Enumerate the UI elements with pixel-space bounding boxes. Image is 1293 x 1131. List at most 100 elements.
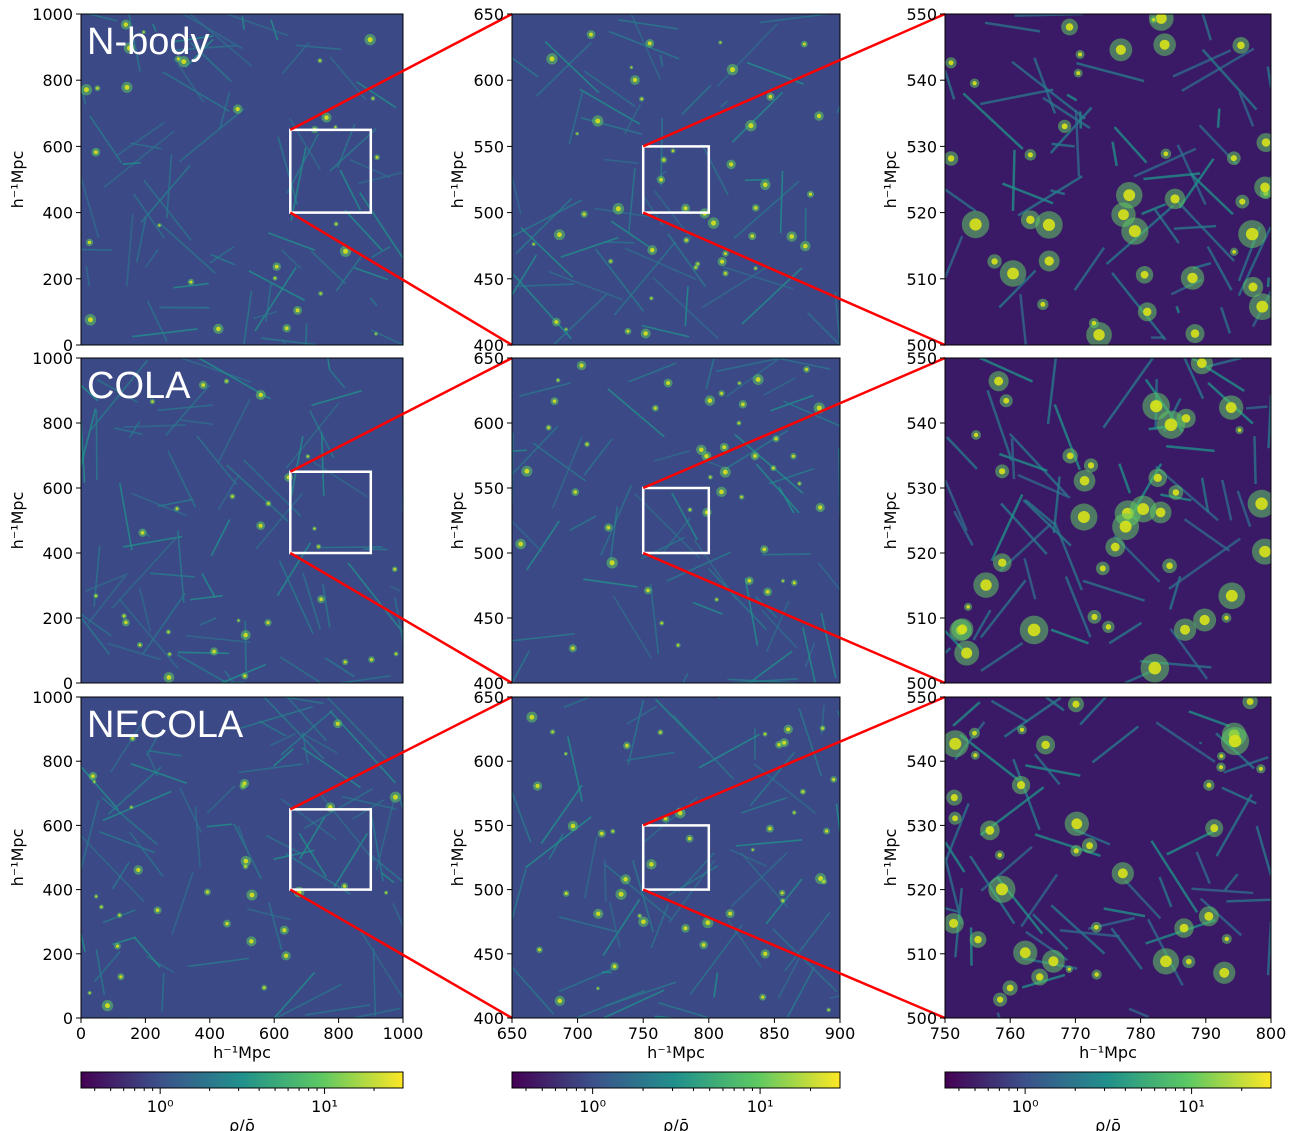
filament	[945, 188, 977, 213]
filament	[783, 400, 840, 427]
halo-core	[1148, 661, 1162, 675]
y-tick-label: 1000	[32, 5, 73, 24]
filament	[1221, 479, 1233, 521]
y-tick-label: 450	[473, 270, 504, 289]
filament	[1019, 294, 1028, 345]
filament	[740, 852, 789, 908]
halo-core	[949, 737, 962, 750]
filament	[753, 763, 817, 814]
colorbar-tick-label: 10⁰	[1012, 1097, 1039, 1116]
filament	[1253, 436, 1257, 485]
zoom-box	[641, 145, 711, 214]
y-tick-label: 400	[473, 1009, 504, 1028]
filament	[248, 270, 305, 302]
filament	[701, 264, 771, 309]
halo-core	[632, 77, 638, 83]
filament	[658, 1001, 710, 1018]
filament	[1128, 1007, 1150, 1018]
halo-core	[650, 297, 653, 300]
filament	[90, 359, 149, 430]
filament	[278, 560, 314, 634]
filament	[99, 830, 156, 854]
halo-core	[707, 398, 713, 403]
halo-core	[136, 867, 141, 873]
y-tick-label: 510	[906, 270, 937, 289]
halo-core	[825, 829, 829, 833]
filament	[603, 158, 639, 164]
filament	[128, 14, 141, 72]
filament	[146, 300, 168, 342]
filament	[81, 933, 86, 952]
filament	[624, 103, 642, 135]
halo-core	[649, 862, 654, 867]
filament	[1017, 175, 1083, 217]
halo-core	[737, 421, 741, 425]
filament	[299, 816, 326, 860]
halo-core	[258, 392, 263, 398]
filament	[81, 420, 86, 483]
halo-core	[532, 243, 535, 246]
halo-core	[774, 437, 778, 441]
halo-core	[763, 733, 767, 736]
filament	[778, 486, 795, 514]
halo-core	[93, 780, 96, 783]
filament	[1082, 579, 1145, 602]
halo-core	[295, 308, 300, 313]
filament	[102, 790, 172, 822]
y-tick-label: 520	[906, 881, 937, 900]
filament	[649, 583, 660, 655]
halo-core	[168, 653, 171, 656]
filament	[563, 697, 590, 709]
filament	[233, 823, 263, 880]
filament	[1223, 873, 1239, 892]
filament	[984, 21, 1041, 33]
halo-core	[741, 402, 745, 407]
halo-core	[1159, 39, 1170, 50]
filament	[829, 994, 840, 1000]
filament	[1133, 147, 1197, 178]
halo-core	[1185, 958, 1192, 965]
filament	[1154, 209, 1180, 244]
filament	[367, 852, 403, 883]
colorbar-tick-label: 10¹	[1178, 1097, 1205, 1116]
halo-core	[95, 895, 98, 898]
density-texture	[512, 14, 840, 345]
filament	[945, 907, 959, 913]
filament	[177, 651, 229, 655]
filament	[804, 642, 816, 668]
filament	[802, 627, 817, 683]
halo-core	[87, 240, 92, 245]
filament	[1051, 142, 1075, 148]
halo-core	[91, 774, 95, 779]
halo-core	[1035, 973, 1044, 981]
halo-core	[564, 892, 568, 895]
filament	[189, 14, 253, 67]
filament	[1113, 126, 1148, 164]
filament	[1050, 628, 1089, 645]
filament	[280, 249, 302, 270]
halo-core	[140, 530, 145, 535]
filament	[161, 973, 165, 1012]
filament	[1195, 851, 1211, 885]
filament	[749, 751, 796, 807]
halo-core	[1006, 984, 1014, 992]
halo-core	[650, 247, 655, 253]
x-tick-label: 800	[323, 1024, 354, 1043]
filament	[512, 449, 527, 452]
halo-core	[724, 252, 727, 256]
halo-core	[750, 234, 755, 238]
filament	[327, 358, 331, 370]
filament	[201, 573, 216, 598]
y-axis-label: h⁻¹Mpc	[448, 151, 467, 209]
halo-core	[1076, 71, 1081, 76]
panel-r1-c1: 400 450 500 550 600 650 h⁻¹Mpc	[448, 349, 841, 693]
halo-core	[1155, 507, 1166, 518]
filament	[755, 463, 800, 514]
halo-core	[974, 935, 982, 944]
halo-core	[1086, 842, 1093, 850]
filament	[171, 872, 194, 936]
filament	[87, 575, 127, 624]
filament	[1073, 246, 1106, 291]
halo-core	[719, 489, 724, 495]
filament	[512, 633, 575, 642]
